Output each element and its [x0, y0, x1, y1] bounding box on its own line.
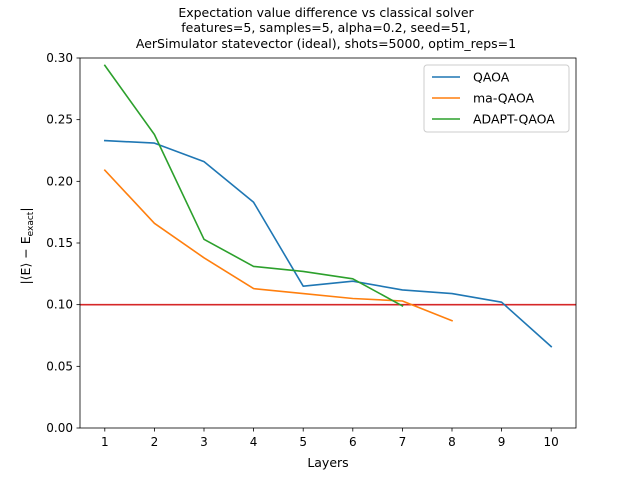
- y-tick-label: 0.30: [46, 51, 73, 65]
- legend: QAOA ma-QAOA ADAPT-QAOA: [423, 64, 570, 133]
- legend-label-1: QAOA: [473, 70, 510, 85]
- x-tick-label: 5: [299, 435, 307, 449]
- x-tick-label: 2: [151, 435, 159, 449]
- series-layer: [103, 64, 553, 348]
- y-axis-label: |⟨E⟩ − Eexact|: [18, 207, 36, 284]
- legend-label-2: ma-QAOA: [473, 91, 535, 106]
- x-tick-label: 7: [399, 435, 407, 449]
- y-axis-label-subscript: exact: [26, 211, 36, 236]
- legend-label-3: ADAPT-QAOA: [473, 112, 555, 127]
- tick-layer: 1 2 3 4 5 6 7 8 9 10 0.00 0.05 0.10 0.15 0.20 0.25 0.30: [46, 51, 559, 449]
- title-line-1: Expectation value difference vs classica…: [178, 5, 474, 20]
- title-line-3: AerSimulator statevector (ideal), shots=…: [136, 36, 516, 51]
- y-tick-label: 0.05: [46, 359, 73, 373]
- x-tick-label: 1: [101, 435, 109, 449]
- y-axis-label-close: |: [18, 207, 33, 211]
- y-axis-label-main: |⟨E⟩ − E: [18, 236, 33, 284]
- y-tick-label: 0.10: [46, 298, 73, 312]
- x-tick-label: 6: [349, 435, 357, 449]
- x-tick-label: 4: [250, 435, 258, 449]
- y-tick-label: 0.15: [46, 236, 73, 250]
- chart-title: Expectation value difference vs classica…: [136, 5, 516, 51]
- y-tick-label: 0.20: [46, 174, 73, 188]
- y-tick-label: 0.00: [46, 421, 73, 435]
- x-tick-label: 9: [498, 435, 506, 449]
- y-tick-label: 0.25: [46, 113, 73, 127]
- title-line-2: features=5, samples=5, alpha=0.2, seed=5…: [181, 20, 470, 35]
- x-tick-label: 8: [448, 435, 456, 449]
- series-line-3: [103, 64, 404, 307]
- legend-box: [423, 64, 570, 133]
- series-line-1: [103, 139, 553, 348]
- x-tick-label: 3: [200, 435, 208, 449]
- x-tick-label: 10: [544, 435, 559, 449]
- x-axis-label: Layers: [307, 455, 348, 470]
